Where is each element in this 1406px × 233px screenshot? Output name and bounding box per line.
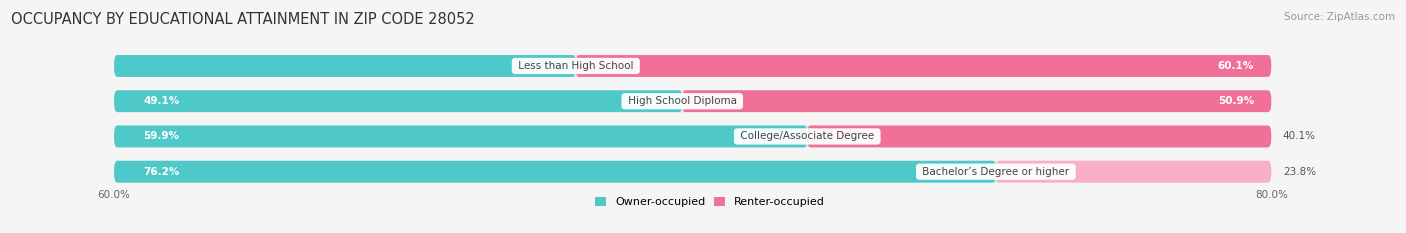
Text: College/Associate Degree: College/Associate Degree — [737, 131, 877, 141]
FancyBboxPatch shape — [114, 161, 995, 183]
Text: Source: ZipAtlas.com: Source: ZipAtlas.com — [1284, 12, 1395, 22]
FancyBboxPatch shape — [114, 55, 1271, 77]
FancyBboxPatch shape — [114, 90, 682, 112]
Text: 49.1%: 49.1% — [143, 96, 180, 106]
Text: 40.1%: 40.1% — [1282, 131, 1316, 141]
FancyBboxPatch shape — [114, 126, 1271, 147]
Text: Bachelor’s Degree or higher: Bachelor’s Degree or higher — [920, 167, 1073, 177]
FancyBboxPatch shape — [114, 161, 1271, 183]
Text: High School Diploma: High School Diploma — [624, 96, 740, 106]
FancyBboxPatch shape — [114, 90, 1271, 112]
FancyBboxPatch shape — [114, 55, 576, 77]
Text: 60.1%: 60.1% — [1218, 61, 1254, 71]
Text: 50.9%: 50.9% — [1218, 96, 1254, 106]
Text: Less than High School: Less than High School — [515, 61, 637, 71]
Text: 39.9%: 39.9% — [526, 61, 558, 71]
FancyBboxPatch shape — [995, 161, 1271, 183]
FancyBboxPatch shape — [114, 126, 807, 147]
FancyBboxPatch shape — [682, 90, 1271, 112]
Text: 76.2%: 76.2% — [143, 167, 180, 177]
Text: OCCUPANCY BY EDUCATIONAL ATTAINMENT IN ZIP CODE 28052: OCCUPANCY BY EDUCATIONAL ATTAINMENT IN Z… — [11, 12, 475, 27]
FancyBboxPatch shape — [576, 55, 1271, 77]
Text: 59.9%: 59.9% — [143, 131, 179, 141]
Text: 60.0%: 60.0% — [97, 190, 131, 200]
FancyBboxPatch shape — [807, 126, 1271, 147]
Legend: Owner-occupied, Renter-occupied: Owner-occupied, Renter-occupied — [591, 192, 830, 212]
Text: 23.8%: 23.8% — [1282, 167, 1316, 177]
Text: 80.0%: 80.0% — [1254, 190, 1288, 200]
